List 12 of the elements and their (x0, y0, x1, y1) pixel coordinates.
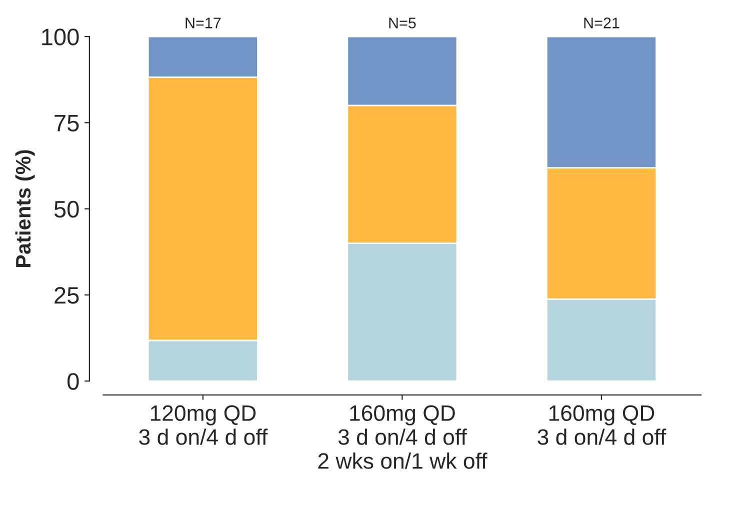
y-tick-label: 100 (42, 28, 79, 46)
x-tick-label: 160mg QD 3 d on/4 d off (538, 405, 666, 445)
annotation: N=21 (584, 18, 620, 28)
x-tick-label: 120mg QD 3 d on/4 d off (139, 405, 268, 445)
y-tick-label: 50 (54, 200, 79, 218)
annotation: N=5 (389, 18, 416, 28)
y-tick-label: 75 (54, 114, 79, 132)
y-tick-label: 25 (54, 287, 79, 304)
annotation: N=17 (186, 18, 221, 28)
y-tick-label: 0 (68, 373, 79, 390)
y-axis-title: Patients (%) (15, 150, 35, 268)
x-tick-label: 160mg QD 3 d on/4 d off 2 wks on/1 wk off (318, 405, 488, 469)
